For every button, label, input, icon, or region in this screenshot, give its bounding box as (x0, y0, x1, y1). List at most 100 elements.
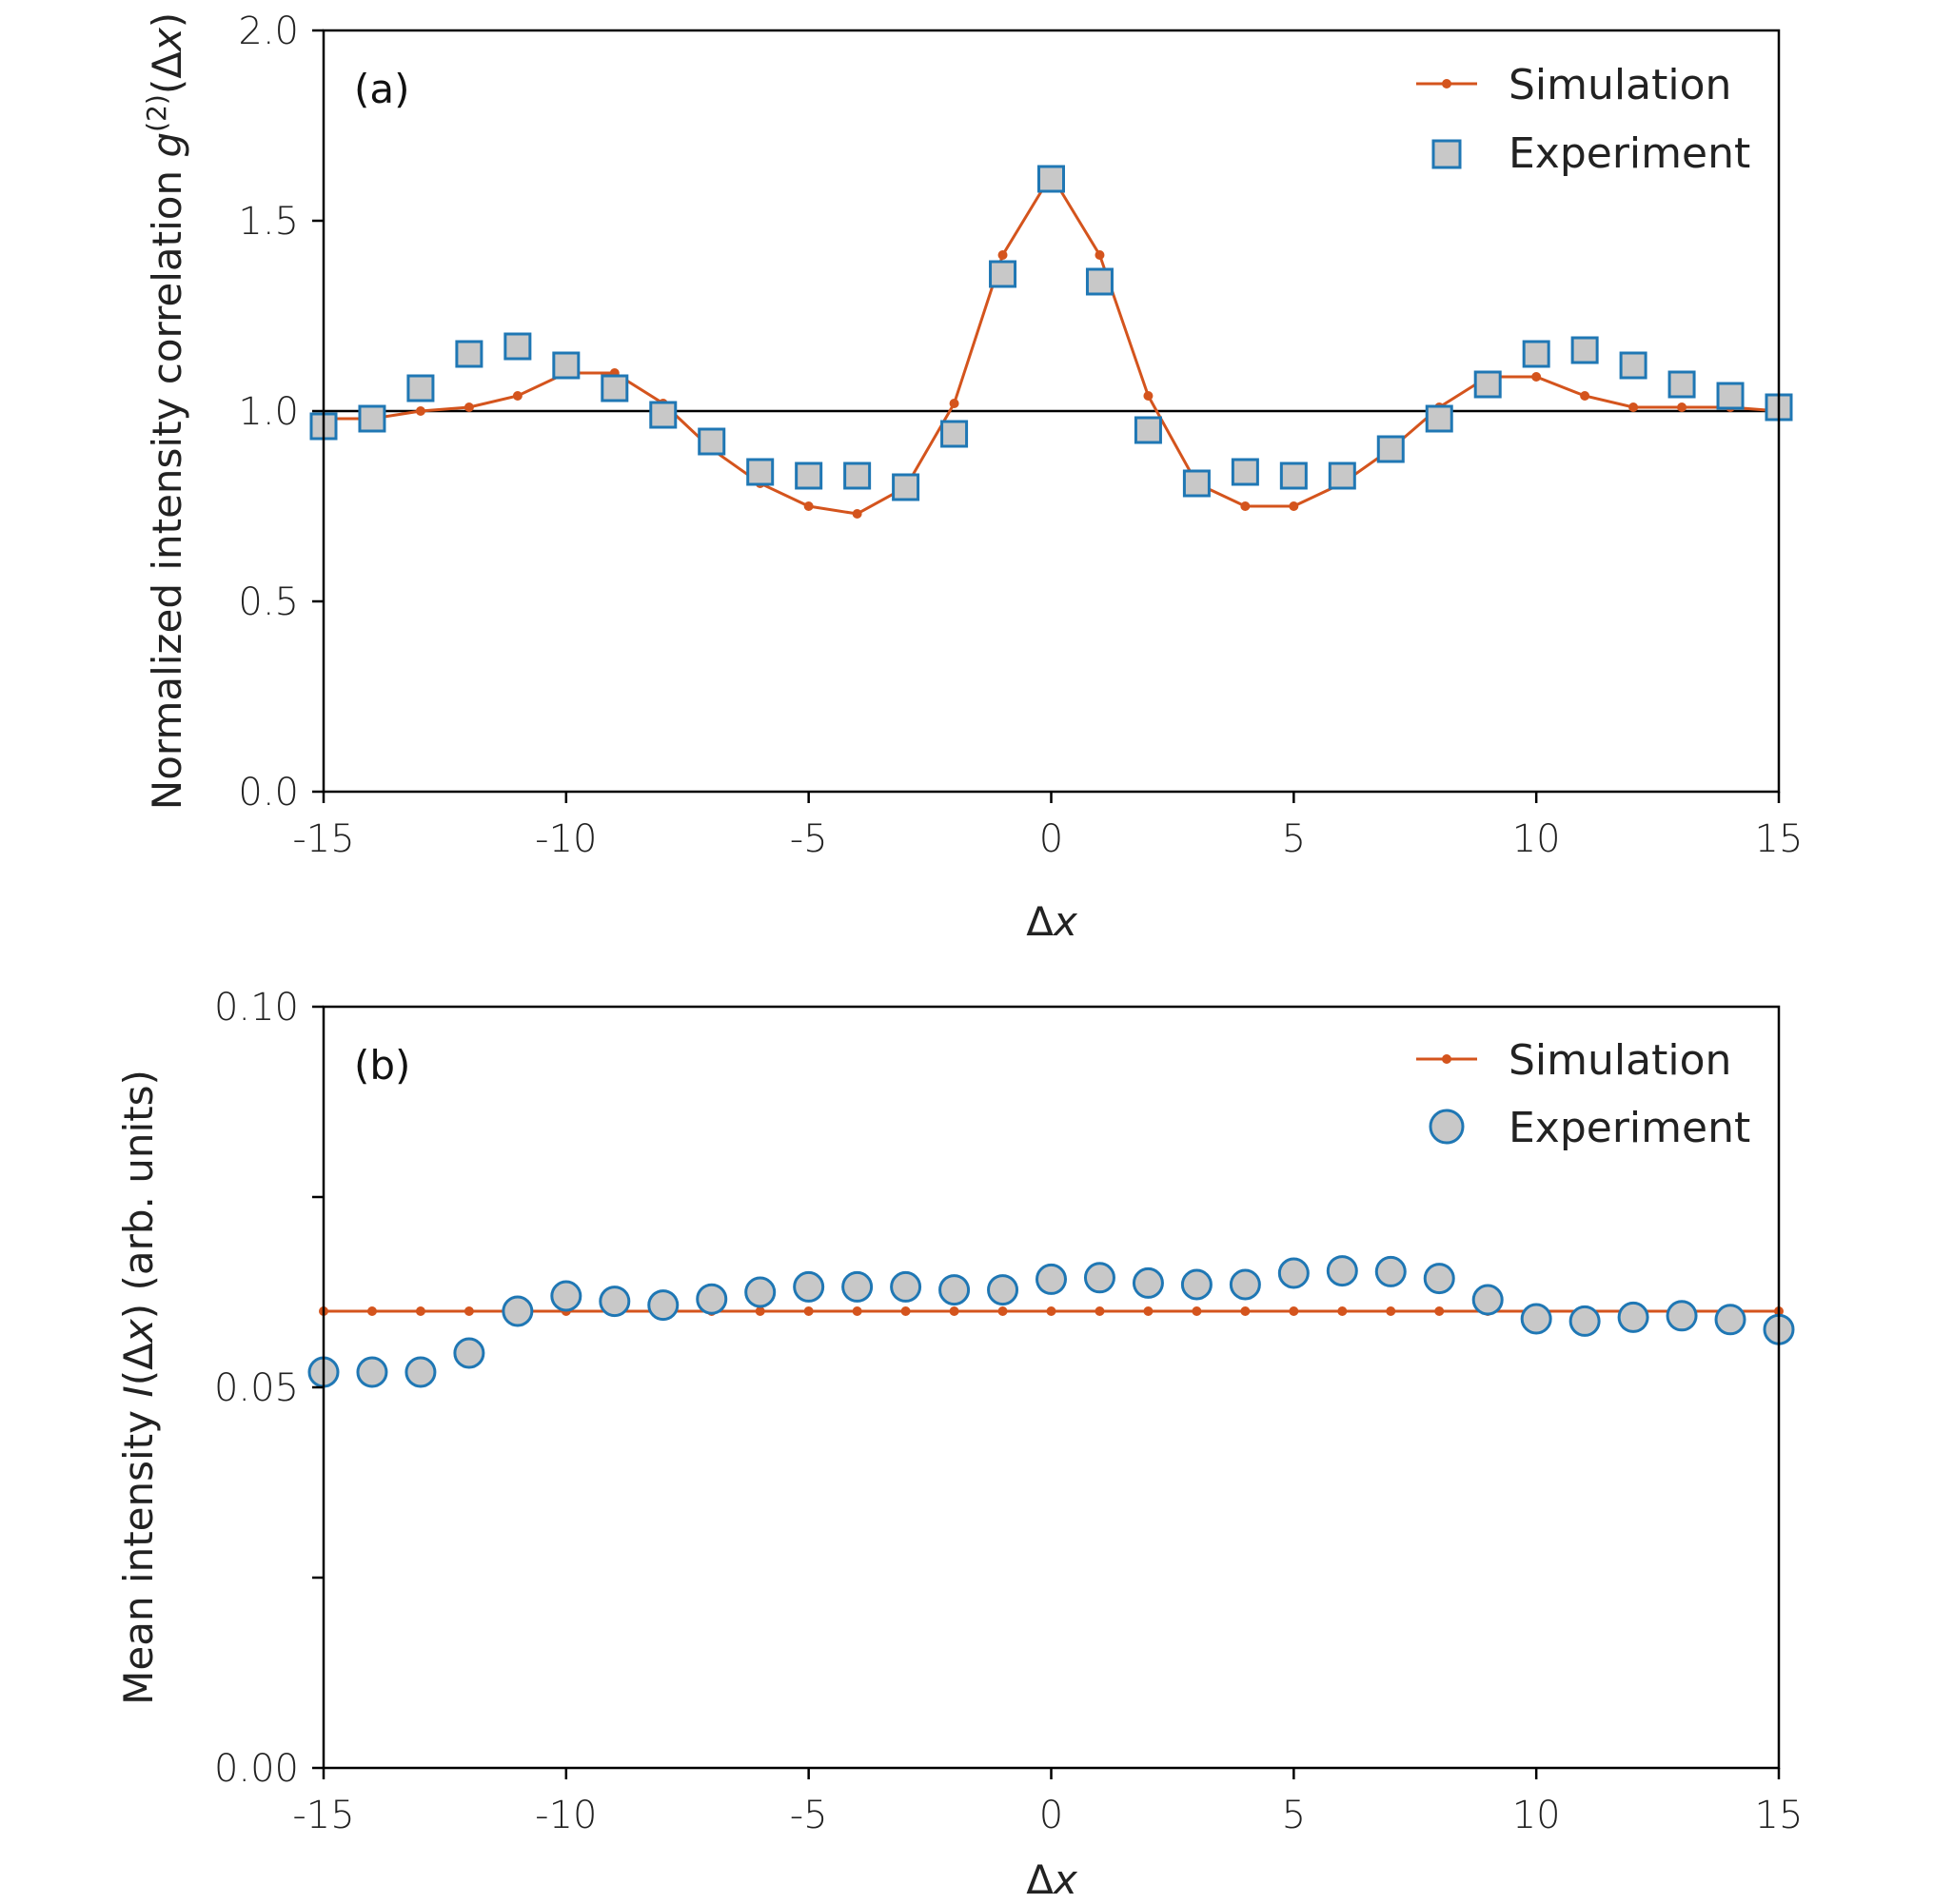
experiment-point-b (502, 1295, 534, 1327)
y-axis-open-b: ( (115, 1370, 162, 1385)
experiment-point-a (1328, 461, 1356, 490)
experiment-point-a (649, 401, 678, 429)
simulation-point-a (464, 402, 474, 412)
experiment-point-a (406, 374, 435, 402)
x-tick-label-b: 10 (1512, 1794, 1561, 1837)
y-axis-prefix-b: Mean intensity (115, 1398, 162, 1705)
experiment-point-a (1619, 351, 1647, 380)
y-axis-close-b: ) (115, 1304, 162, 1319)
experiment-point-a (1667, 370, 1696, 399)
y-tick-label-b: 0.10 (214, 986, 299, 1030)
panel-label-b: (b) (354, 1042, 410, 1089)
simulation-point-b (803, 1306, 814, 1316)
legend-exp-label-b: Experiment (1509, 1104, 1750, 1152)
experiment-point-b (793, 1270, 825, 1303)
y-axis-title-a: Normalized intensity correlation g(2)(Δx… (141, 12, 190, 810)
experiment-point-b (1229, 1268, 1261, 1301)
x-axis-delta-b: Δ (1026, 1856, 1054, 1903)
experiment-point-b (550, 1280, 582, 1312)
experiment-point-a (795, 461, 823, 490)
y-axis-g-a: g (144, 132, 190, 158)
experiment-point-a (1716, 382, 1745, 410)
y-axis-sup-a: (2) (141, 94, 172, 132)
simulation-point-b (997, 1306, 1008, 1316)
experiment-point-b (453, 1337, 485, 1369)
simulation-point-a (1677, 402, 1687, 412)
experiment-point-b (1666, 1300, 1698, 1332)
experiment-point-a (455, 340, 483, 368)
y-tick-label-b: 0.05 (214, 1366, 299, 1410)
simulation-point-a (1095, 250, 1105, 260)
legend-sim-dot-a (1442, 79, 1451, 88)
x-axis-var-b: x (1052, 1856, 1078, 1903)
simulation-point-b (755, 1306, 765, 1316)
simulation-point-b (366, 1306, 377, 1316)
experiment-point-a (1425, 404, 1453, 433)
simulation-point-b (1386, 1306, 1396, 1316)
legend-sim-label-a: Simulation (1509, 61, 1731, 109)
y-tick-label-a: 2.0 (238, 10, 299, 53)
experiment-point-a (1037, 165, 1065, 193)
experiment-point-a (503, 332, 532, 361)
y-tick-label-a: 0.0 (238, 771, 299, 815)
experiment-point-b (841, 1270, 874, 1303)
legend-sim-label-b: Simulation (1509, 1036, 1731, 1085)
simulation-point-b (1095, 1306, 1105, 1316)
simulation-line-a (324, 172, 1780, 516)
experiment-point-a (1231, 458, 1259, 486)
y-axis-prefix-a: Normalized intensity correlation (144, 158, 190, 811)
experiment-point-b (987, 1274, 1019, 1306)
experiment-point-b (404, 1356, 437, 1388)
simulation-point-a (1531, 372, 1542, 382)
x-axis-var-a: x (1052, 898, 1078, 945)
legend-sim-dot-b (1442, 1054, 1451, 1064)
experiment-point-a (1473, 370, 1502, 399)
simulation-point-a (1289, 501, 1299, 511)
experiment-point-b (1520, 1303, 1552, 1335)
y-tick-label-a: 1.0 (238, 390, 299, 434)
experiment-point-b (744, 1276, 777, 1308)
simulation-point-b (1046, 1306, 1056, 1316)
experiment-point-b (1423, 1263, 1455, 1295)
x-axis-title-a: Δx (1026, 898, 1078, 945)
experiment-point-b (1277, 1257, 1310, 1289)
x-tick-label-b: 15 (1755, 1794, 1804, 1837)
experiment-point-a (358, 404, 386, 433)
x-tick-label-b: -10 (535, 1794, 597, 1837)
simulation-point-b (1240, 1306, 1251, 1316)
legend-exp-marker-a (1431, 139, 1462, 169)
experiment-point-a (1570, 336, 1599, 364)
simulation-point-a (997, 250, 1008, 260)
x-tick-label-a: 10 (1512, 817, 1561, 861)
x-tick-label-b: -5 (790, 1794, 828, 1837)
x-tick-label-a: -10 (535, 817, 597, 861)
simulation-point-a (1580, 391, 1590, 401)
y-axis-suffix-b: (arb. units) (115, 1070, 162, 1304)
simulation-point-a (852, 509, 862, 519)
experiment-point-a (698, 427, 726, 456)
experiment-point-a (989, 260, 1017, 288)
x-axis-title-b: Δx (1026, 1856, 1078, 1903)
experiment-point-a (1085, 267, 1114, 296)
experiment-point-a (552, 351, 581, 380)
experiment-point-a (1279, 461, 1308, 490)
experiment-point-a (892, 473, 920, 501)
experiment-point-b (1568, 1305, 1601, 1337)
panel-b: -15 -10 -5 0 5 10 15 0.00 0.05 0.10 (b) Δx Mean i… (115, 986, 1803, 1903)
simulation-point-a (1143, 391, 1154, 401)
x-tick-label-a: 0 (1039, 817, 1063, 861)
y-tick-label-a: 1.5 (238, 200, 299, 244)
experiment-point-b (1617, 1301, 1649, 1333)
experiment-point-b (1326, 1255, 1358, 1287)
experiment-point-a (843, 461, 872, 490)
simulation-point-b (852, 1306, 862, 1316)
legend-exp-label-a: Experiment (1509, 129, 1750, 178)
simulation-point-b (1143, 1306, 1154, 1316)
simulation-point-a (415, 406, 425, 416)
experiment-point-b (1180, 1268, 1213, 1301)
legend-exp-marker-b (1429, 1109, 1465, 1145)
experiment-point-a (1134, 416, 1162, 444)
legend-b: Simulation Experiment (1416, 1036, 1750, 1152)
y-axis-I-b: I (115, 1385, 162, 1397)
